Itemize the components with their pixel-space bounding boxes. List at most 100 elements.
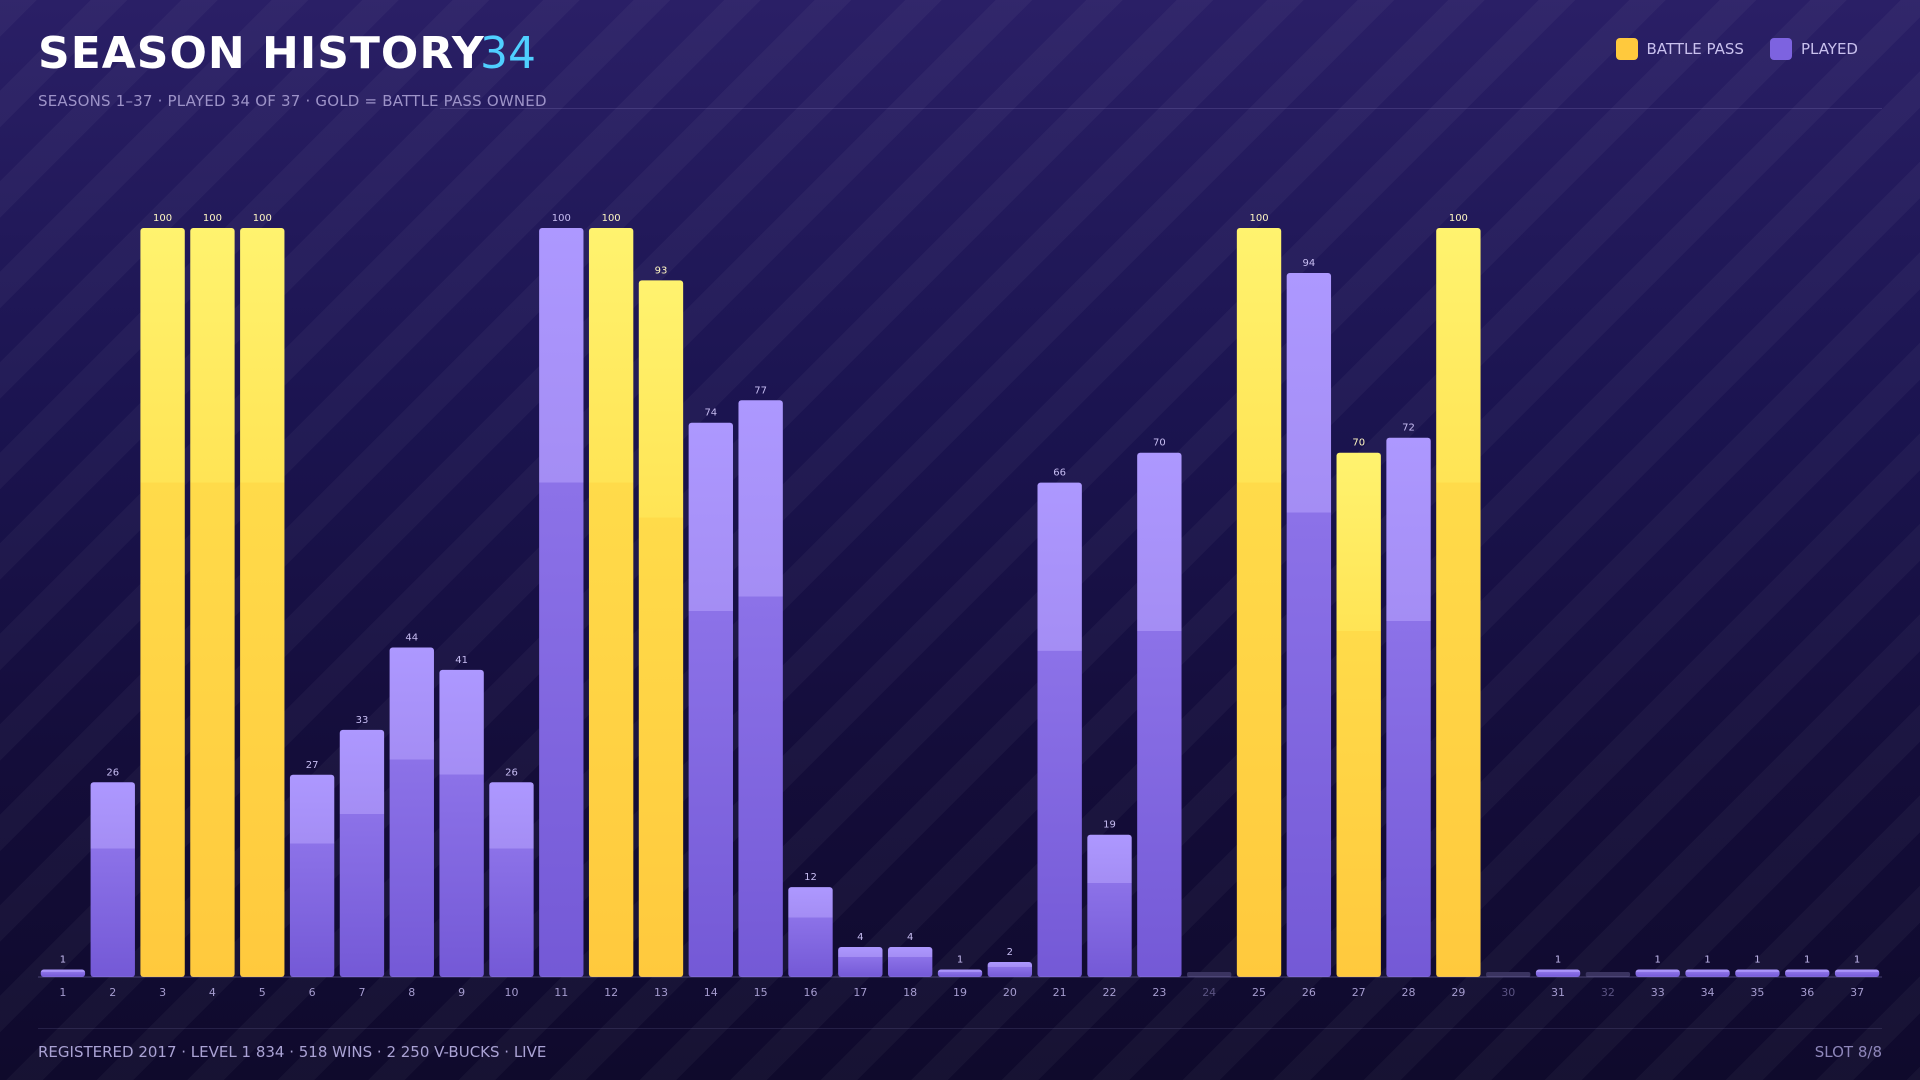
legend-item-played: PLAYED (1769, 38, 1858, 60)
bar-value-label: 72 (1402, 423, 1415, 434)
x-tick-label: 10 (504, 986, 518, 999)
page-subtitle: SEASONS 1–37 · PLAYED 34 OF 37 · GOLD = … (38, 92, 547, 110)
x-tick-label: 2 (109, 986, 116, 999)
bar-unplayed (1585, 972, 1631, 977)
bar-played (1087, 834, 1132, 977)
x-tick-label: 17 (853, 986, 867, 999)
x-tick-label: 25 (1252, 986, 1266, 999)
bar-value-label: 19 (1103, 820, 1116, 831)
x-tick-label: 4 (209, 986, 216, 999)
bar-value-label: 70 (1153, 438, 1166, 449)
season-bar-chart: 1126210031004100527633744841926101001110… (38, 213, 1882, 999)
x-tick-label: 34 (1701, 986, 1715, 999)
bar-played (738, 400, 783, 977)
bar-value-label: 2 (1007, 947, 1013, 958)
bar-value-label: 44 (405, 632, 418, 643)
header-divider (440, 108, 1882, 109)
bar-value-label: 70 (1352, 438, 1365, 449)
bar-played (389, 647, 434, 977)
x-tick-label: 19 (953, 986, 967, 999)
bar-played (90, 782, 135, 977)
x-tick-label: 23 (1152, 986, 1166, 999)
bar-battle-pass (638, 280, 684, 977)
bar-battle-pass (1436, 228, 1481, 977)
bar-value-label: 93 (655, 265, 668, 276)
bar-played (1535, 969, 1581, 977)
bar-value-label: 100 (253, 213, 272, 224)
bar-value-label: 26 (106, 767, 119, 778)
x-tick-label: 18 (903, 986, 917, 999)
x-tick-label: 35 (1750, 986, 1764, 999)
bar-played (489, 782, 534, 977)
bar-battle-pass (140, 228, 185, 977)
bar-value-label: 1 (1804, 955, 1810, 966)
bar-value-label: 100 (552, 213, 571, 224)
bar-played (40, 969, 86, 977)
bar-value-label: 12 (804, 872, 817, 883)
legend-item-battle-pass: BATTLE PASS (1615, 38, 1744, 60)
x-tick-label: 12 (604, 986, 618, 999)
bar-played (838, 947, 883, 977)
bars-layer: 1126210031004100527633744841926101001110… (40, 213, 1880, 999)
x-tick-label: 9 (458, 986, 465, 999)
bar-unplayed (1187, 972, 1232, 977)
x-tick-label: 8 (408, 986, 415, 999)
x-tick-label: 5 (259, 986, 266, 999)
bar-value-label: 1 (1754, 955, 1760, 966)
bar-played (937, 969, 983, 977)
x-tick-label: 30 (1501, 986, 1515, 999)
bar-played (1037, 482, 1082, 977)
bar-played (887, 947, 933, 977)
bar-value-label: 1 (1655, 955, 1661, 966)
x-tick-label: 24 (1202, 986, 1216, 999)
bar-value-label: 1 (1704, 955, 1710, 966)
bar-value-label: 100 (1449, 213, 1468, 224)
bar-value-label: 94 (1302, 258, 1315, 269)
bar-played (688, 422, 733, 977)
bar-value-label: 33 (356, 715, 369, 726)
bar-value-label: 100 (1249, 213, 1268, 224)
x-tick-label: 37 (1850, 986, 1864, 999)
bar-played (439, 669, 484, 977)
bar-played (1785, 969, 1830, 977)
x-tick-label: 32 (1601, 986, 1615, 999)
x-tick-label: 26 (1302, 986, 1316, 999)
legend-swatch-battle-pass (1615, 38, 1638, 60)
bar-value-label: 4 (857, 932, 863, 943)
bar-played (1735, 969, 1780, 977)
legend-label-played: PLAYED (1800, 40, 1858, 58)
x-tick-label: 20 (1003, 986, 1017, 999)
bar-value-label: 100 (203, 213, 222, 224)
x-tick-label: 7 (358, 986, 365, 999)
x-tick-label: 33 (1651, 986, 1665, 999)
x-tick-label: 1 (59, 986, 66, 999)
bar-value-label: 100 (153, 213, 172, 224)
bar-played (1286, 272, 1332, 977)
bar-value-label: 74 (704, 408, 717, 419)
chart-legend: BATTLE PASS PLAYED (1615, 38, 1858, 60)
played-count: 34 (480, 28, 536, 79)
bar-value-label: 1 (60, 955, 66, 966)
slot-indicator: SLOT 8/8 (1814, 1043, 1882, 1061)
x-tick-label: 28 (1402, 986, 1416, 999)
bar-played (1834, 969, 1880, 977)
footer-stats: REGISTERED 2017 · LEVEL 1 834 · 518 WINS… (38, 1043, 547, 1061)
x-tick-label: 11 (554, 986, 568, 999)
bar-value-label: 1 (1555, 955, 1561, 966)
bar-played (289, 774, 335, 977)
x-tick-label: 31 (1551, 986, 1565, 999)
bar-battle-pass (240, 228, 285, 977)
bar-value-label: 77 (754, 385, 767, 396)
x-tick-label: 16 (803, 986, 817, 999)
bar-value-label: 1 (1854, 955, 1860, 966)
x-tick-label: 21 (1053, 986, 1067, 999)
bar-value-label: 1 (957, 955, 963, 966)
bar-battle-pass (1336, 452, 1381, 977)
x-tick-label: 15 (754, 986, 768, 999)
bar-played (1137, 452, 1182, 977)
bar-played (987, 962, 1033, 977)
x-tick-label: 6 (309, 986, 316, 999)
legend-label-battle-pass: BATTLE PASS (1646, 40, 1744, 58)
x-tick-label: 27 (1352, 986, 1366, 999)
x-tick-label: 36 (1800, 986, 1814, 999)
